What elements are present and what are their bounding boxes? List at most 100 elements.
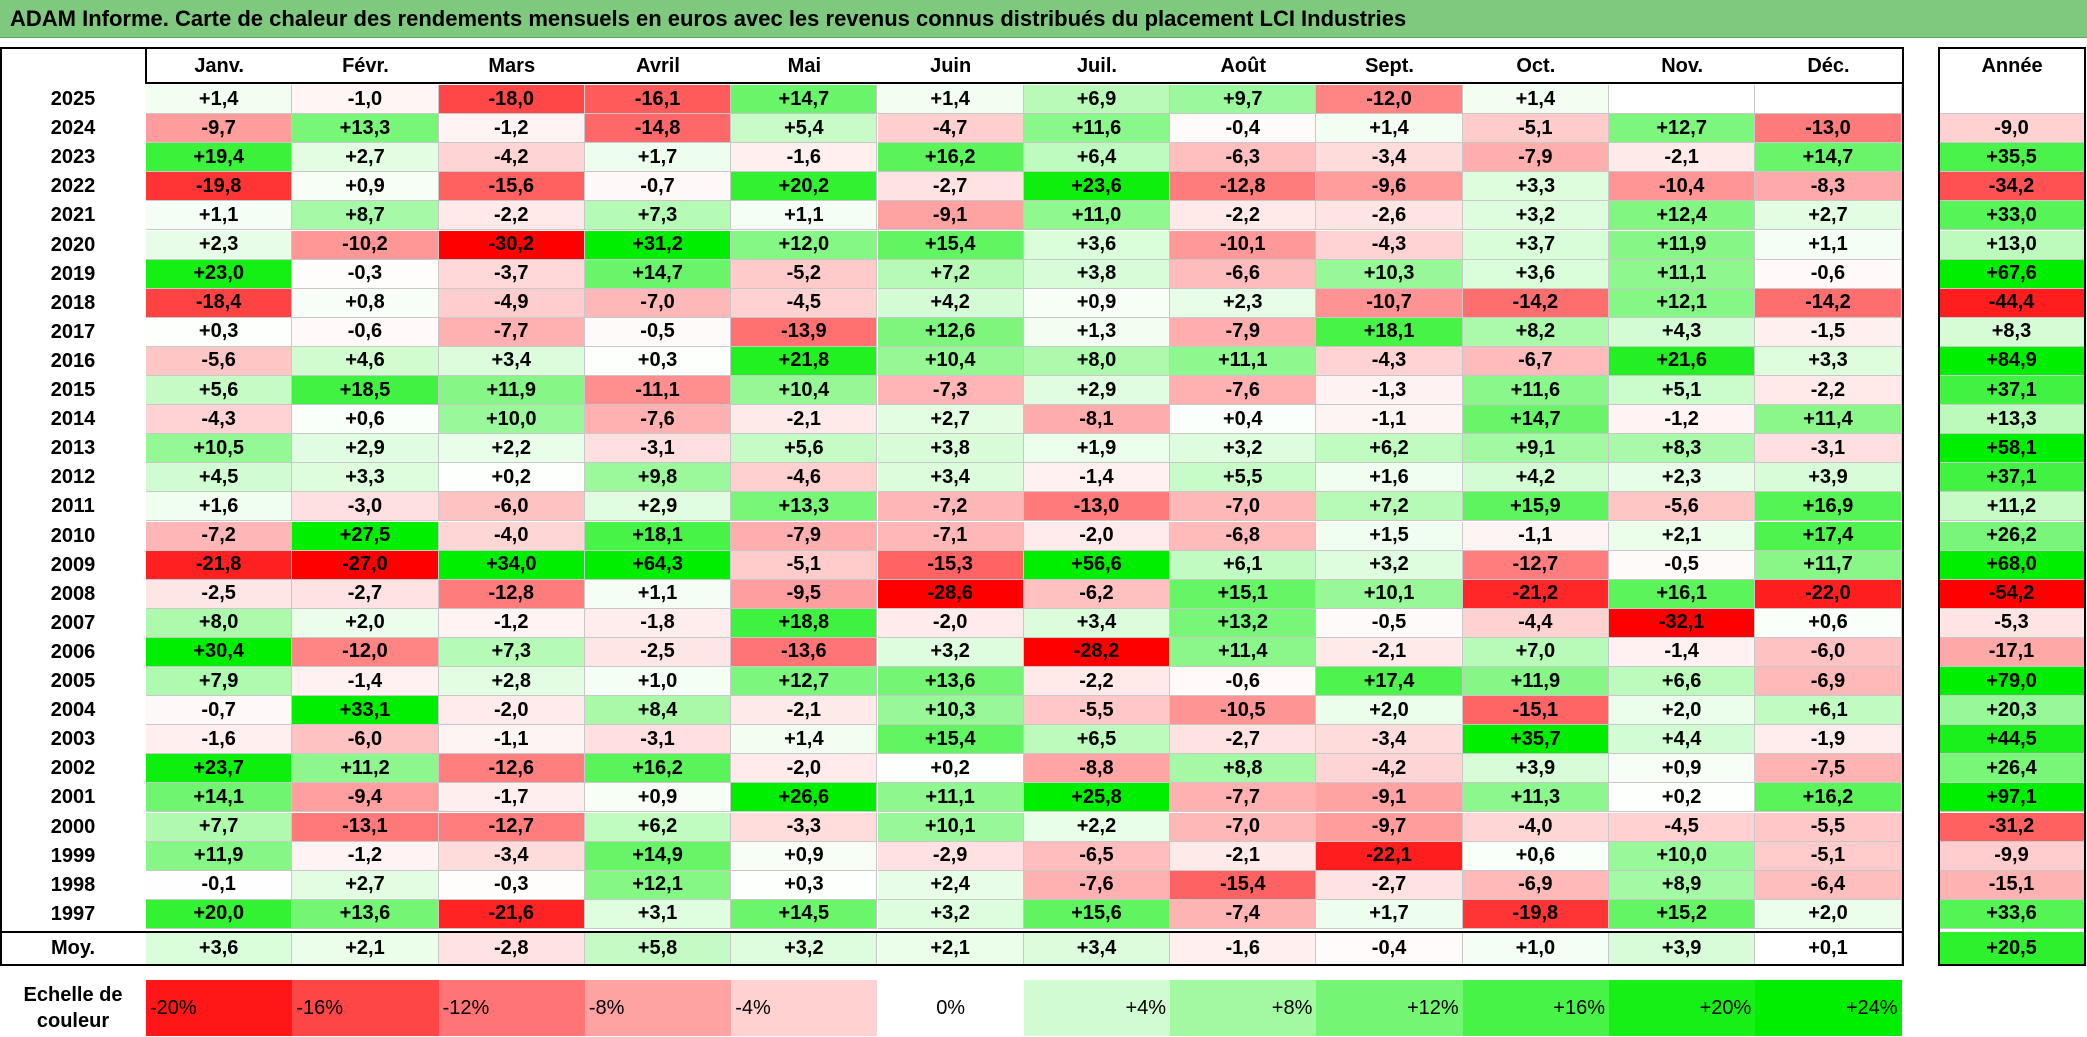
heatmap-cell: -13,9	[731, 317, 878, 347]
heatmap-cell: +16,2	[877, 143, 1024, 173]
heatmap-cell: -6,4	[1755, 870, 1902, 900]
heatmap-cell: -21,6	[438, 899, 585, 929]
color-scale-swatch: +24%	[1755, 980, 1902, 1036]
heatmap-cell: +3,2	[877, 637, 1024, 667]
heatmap-cell: -2,2	[1755, 376, 1902, 406]
heatmap-cell: +5,4	[731, 114, 878, 144]
heatmap-cell: +2,9	[292, 434, 439, 464]
heatmap-cell: -2,2	[1170, 201, 1317, 231]
heatmap-cell: +10,4	[877, 346, 1024, 376]
heatmap-cell: +9,8	[584, 463, 732, 493]
annual-cell: +26,2	[1939, 521, 2085, 551]
heatmap-cell: +23,6	[1023, 172, 1171, 202]
heatmap-cell: +3,7	[1462, 230, 1609, 260]
heatmap-cell: +13,3	[731, 492, 878, 522]
average-cell: -1,6	[1170, 932, 1317, 965]
heatmap-cell: -1,7	[438, 783, 585, 813]
heatmap-cell: +3,8	[877, 434, 1024, 464]
heatmap-cell: +10,0	[1609, 841, 1756, 871]
heatmap-cell: +3,1	[584, 899, 732, 929]
heatmap-cell: +4,6	[292, 346, 439, 376]
heatmap-cell: -8,8	[1023, 754, 1171, 784]
annual-cell: -34,2	[1939, 172, 2085, 202]
average-cell: +2,1	[877, 932, 1024, 965]
heatmap-cell: +10,4	[731, 376, 878, 406]
heatmap-cell: -1,4	[1023, 463, 1171, 493]
heatmap-cell: -3,3	[731, 812, 878, 842]
heatmap-cell: -3,1	[1755, 434, 1902, 464]
heatmap-cell: -2,1	[731, 696, 878, 726]
average-cell: +3,2	[731, 932, 878, 965]
heatmap-cell: -8,3	[1755, 172, 1902, 202]
heatmap-cell: +2,9	[584, 492, 732, 522]
heatmap-cell: -7,6	[584, 405, 732, 435]
heatmap-cell: +0,2	[877, 754, 1024, 784]
heatmap-cell: +1,1	[584, 579, 732, 609]
heatmap-cell: -2,0	[731, 754, 878, 784]
heatmap-cell: +3,3	[1462, 172, 1609, 202]
heatmap-cell: +2,3	[1609, 463, 1756, 493]
heatmap-cell: +6,6	[1609, 667, 1756, 697]
heatmap-cell: +7,3	[438, 637, 585, 667]
heatmap-cell: -2,2	[1023, 667, 1171, 697]
heatmap-cell: -13,6	[731, 637, 878, 667]
heatmap-cell: -2,2	[438, 201, 585, 231]
heatmap-cell: -7,1	[877, 521, 1024, 551]
annual-cell: +13,3	[1939, 405, 2085, 435]
heatmap-cell: +0,9	[731, 841, 878, 871]
heatmap-cell: +15,4	[877, 230, 1024, 260]
heatmap-cell: -7,0	[1170, 492, 1317, 522]
heatmap-cell: -4,0	[438, 521, 585, 551]
row-label-year: 2010	[50, 524, 96, 547]
heatmap-cell: +3,8	[1023, 259, 1171, 289]
heatmap-cell: +5,1	[1609, 376, 1756, 406]
heatmap-cell: -7,6	[1023, 870, 1171, 900]
average-cell: +5,8	[584, 932, 732, 965]
heatmap-cell: +0,9	[1609, 754, 1756, 784]
heatmap-cell: +9,1	[1462, 434, 1609, 464]
annual-cell: +33,0	[1939, 201, 2085, 231]
heatmap-cell: +10,3	[1316, 259, 1463, 289]
heatmap-cell: +2,3	[146, 230, 293, 260]
annual-cell: +84,9	[1939, 346, 2085, 376]
average-label: Moy.	[50, 937, 96, 959]
heatmap-cell: +12,1	[584, 870, 732, 900]
heatmap-cell: +18,8	[731, 608, 878, 638]
heatmap-cell: -5,2	[731, 259, 878, 289]
row-label-year: 2024	[50, 117, 96, 140]
heatmap-cell: -7,0	[1170, 812, 1317, 842]
heatmap-cell: -2,0	[1023, 521, 1171, 551]
column-header: Mars	[488, 54, 536, 77]
heatmap-cell: -4,4	[1462, 608, 1609, 638]
heatmap-cell: -4,6	[731, 463, 878, 493]
heatmap-cell: +16,9	[1755, 492, 1902, 522]
heatmap-cell: -3,4	[1316, 725, 1463, 755]
heatmap-cell: -18,0	[438, 85, 585, 115]
heatmap-cell: -10,4	[1609, 172, 1756, 202]
heatmap-cell: -4,3	[146, 405, 293, 435]
heatmap-cell: +6,2	[584, 812, 732, 842]
heatmap-cell: -7,5	[1755, 754, 1902, 784]
heatmap-cell: +2,7	[292, 143, 439, 173]
heatmap-cell: -4,5	[1609, 812, 1756, 842]
heatmap-cell: -15,3	[877, 550, 1024, 580]
heatmap-cell: -7,2	[146, 521, 293, 551]
heatmap-cell	[1755, 85, 1902, 115]
heatmap-cell: +11,0	[1023, 201, 1171, 231]
heatmap-cell: +15,9	[1462, 492, 1609, 522]
heatmap-cell: -6,9	[1755, 667, 1902, 697]
row-label-year: 2000	[50, 815, 96, 838]
heatmap-cell: -32,1	[1609, 608, 1756, 638]
heatmap-cell: +3,9	[1755, 463, 1902, 493]
row-label-year: 1999	[50, 844, 96, 867]
average-cell: +1,0	[1462, 932, 1609, 965]
heatmap-cell: -4,2	[438, 143, 585, 173]
heatmap-cell: -3,7	[438, 259, 585, 289]
average-cell: -2,8	[438, 932, 585, 965]
heatmap-cell: +2,0	[1609, 696, 1756, 726]
heatmap-cell: +7,2	[1316, 492, 1463, 522]
heatmap-cell: +56,6	[1023, 550, 1171, 580]
heatmap-cell: +18,1	[1316, 317, 1463, 347]
heatmap-cell: +11,3	[1462, 783, 1609, 813]
heatmap-cell: -7,7	[1170, 783, 1317, 813]
